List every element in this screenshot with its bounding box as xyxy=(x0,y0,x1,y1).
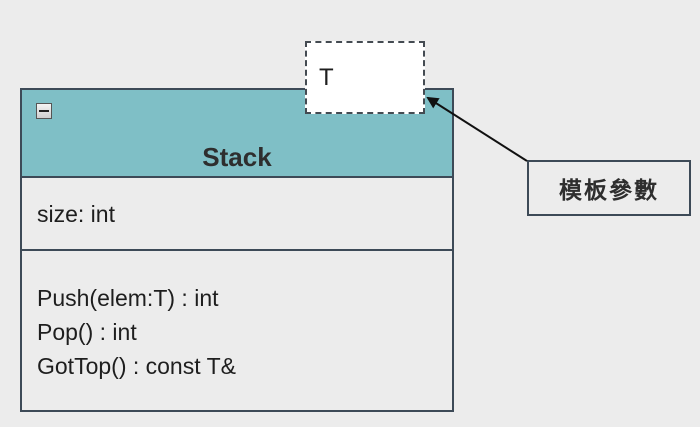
note-label: 模板參數 xyxy=(559,177,659,203)
operation-gottop: GotTop() : const T& xyxy=(37,353,236,379)
minus-icon xyxy=(39,110,49,112)
operation-pop: Pop() : int xyxy=(37,319,137,345)
operations-compartment: Push(elem:T) : int Pop() : int GotTop() … xyxy=(37,284,236,386)
template-parameter-box[interactable]: T xyxy=(305,41,425,114)
attribute-size: size: int xyxy=(37,201,115,227)
template-parameter: T xyxy=(319,64,334,91)
note-box[interactable]: 模板參數 xyxy=(527,160,691,216)
operation-push: Push(elem:T) : int xyxy=(37,285,219,311)
class-name: Stack xyxy=(202,142,272,172)
collapse-toggle-icon[interactable] xyxy=(36,103,52,119)
uml-class-stack[interactable]: Stack size: int Push(elem:T) : int Pop()… xyxy=(20,88,454,412)
attributes-compartment xyxy=(22,178,452,251)
